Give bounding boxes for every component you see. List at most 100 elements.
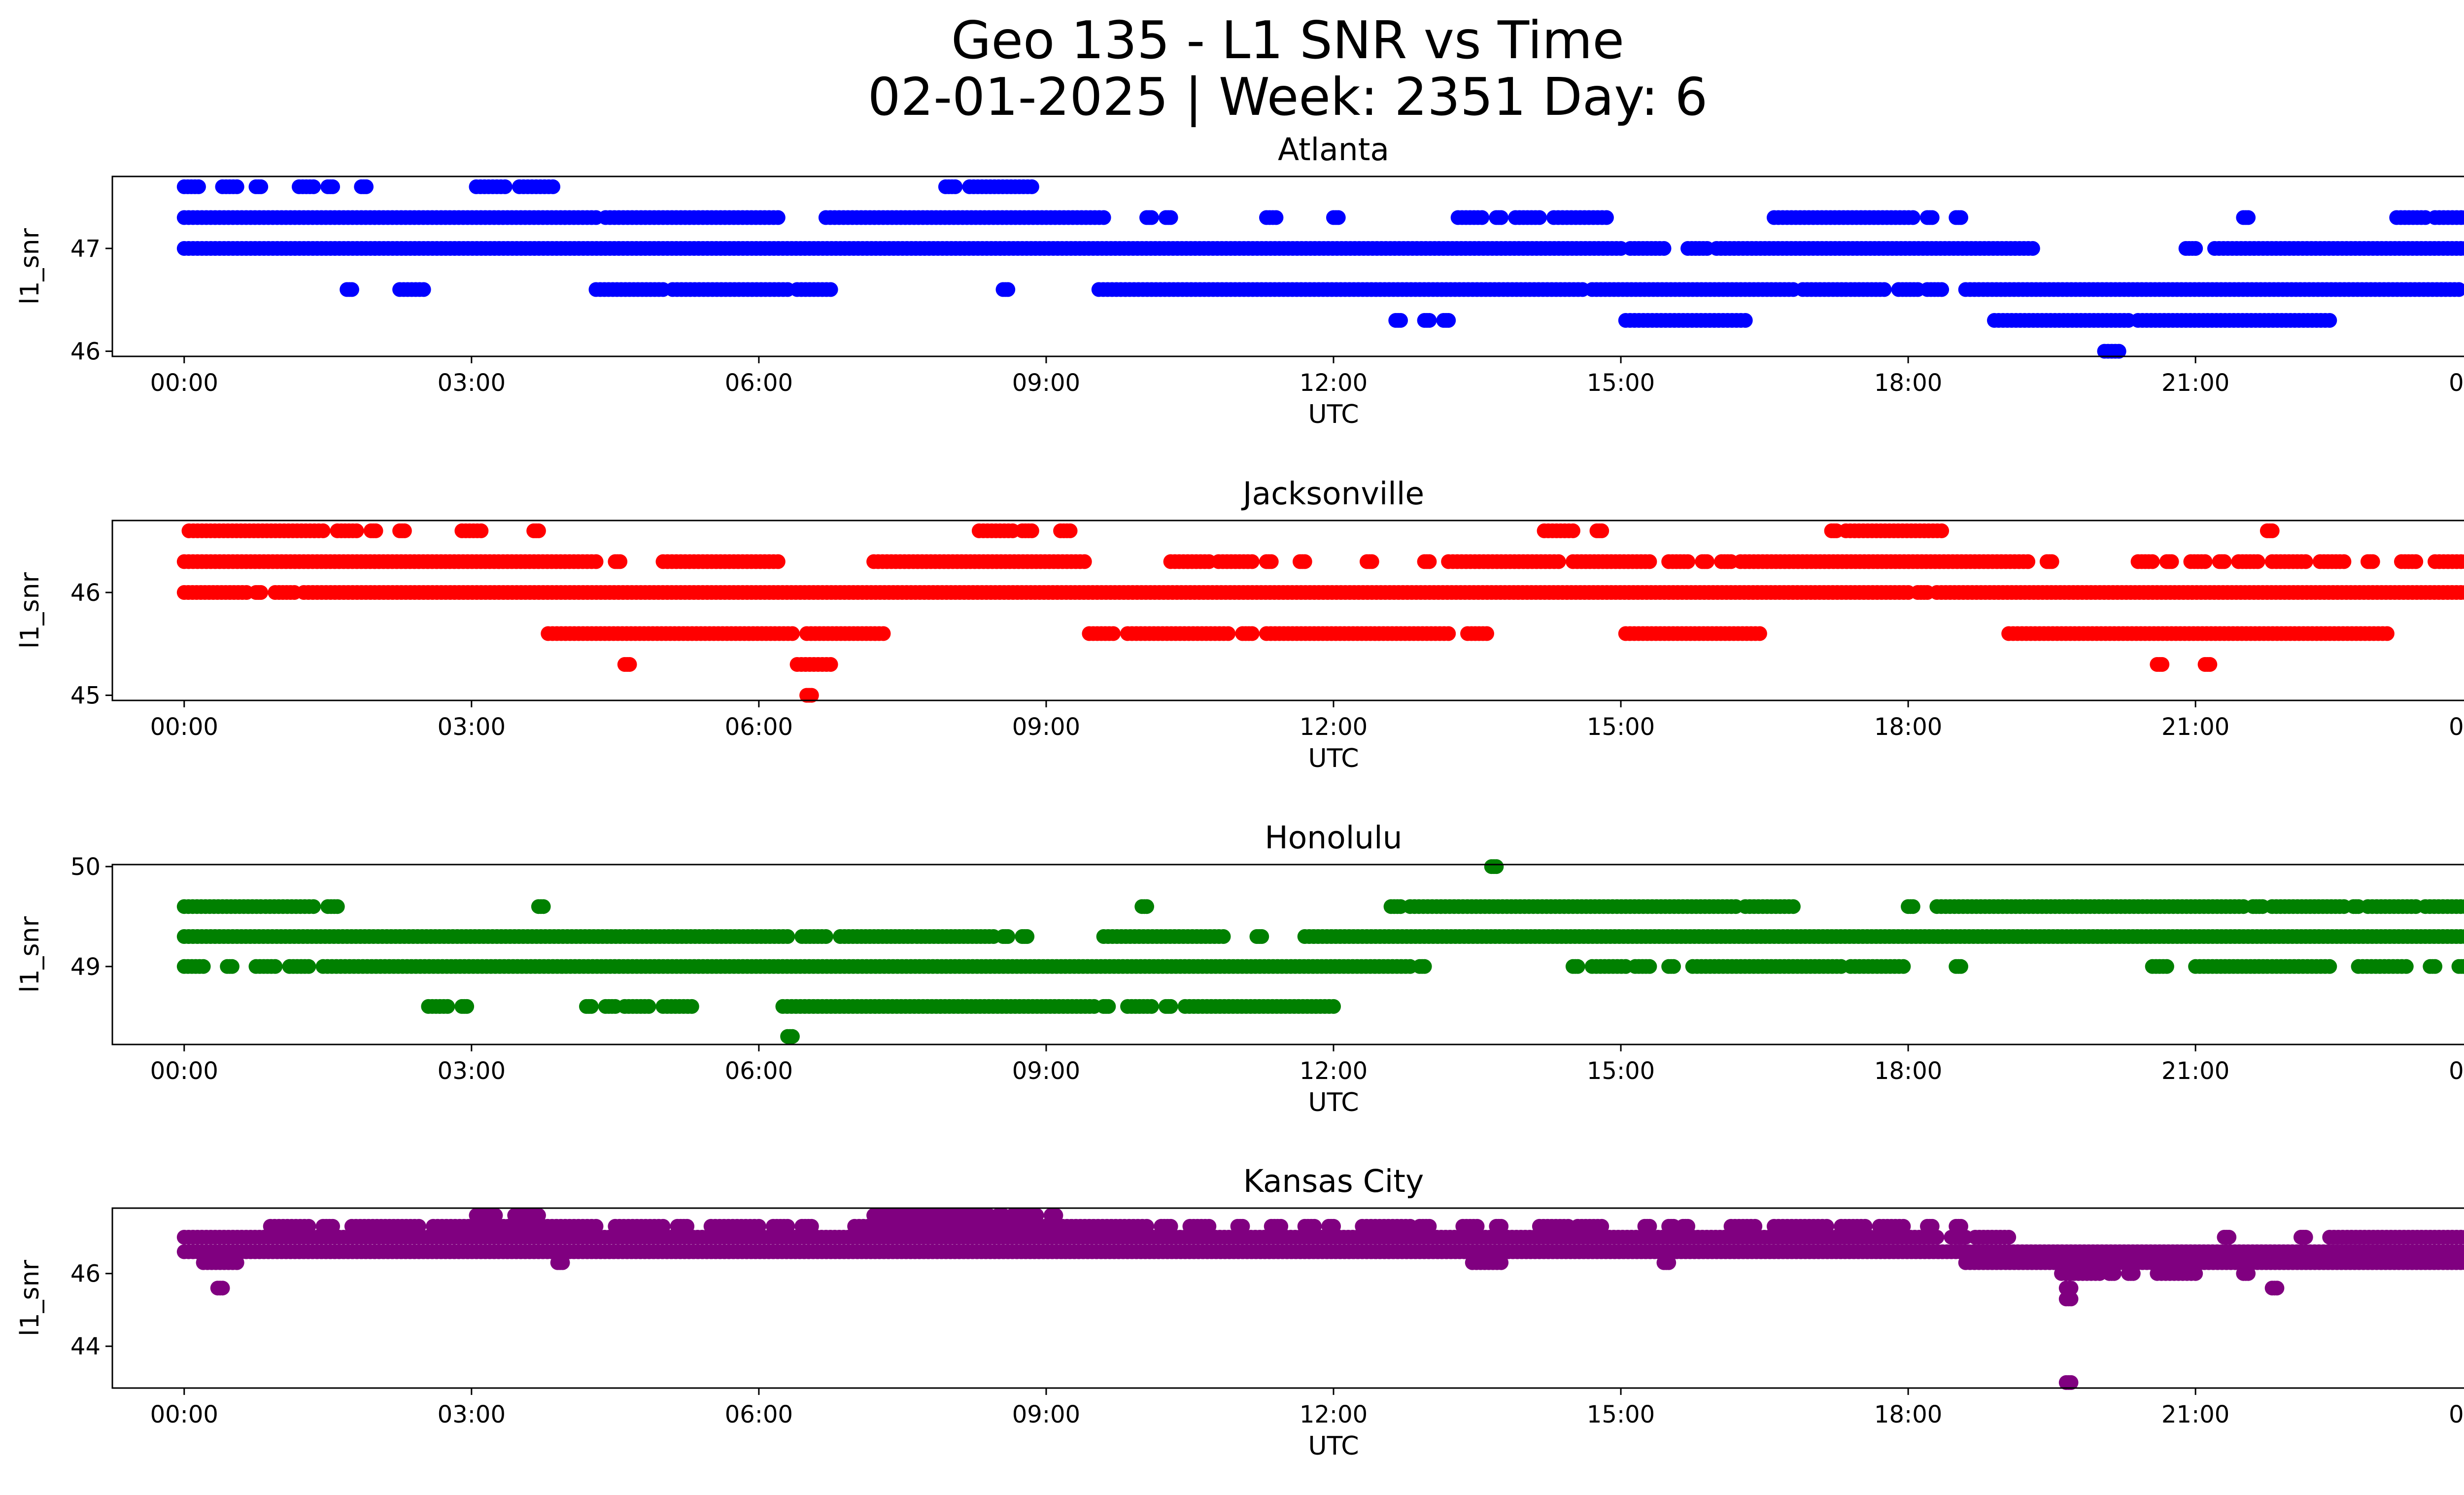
x-tick-label: 12:00 bbox=[1300, 369, 1368, 397]
data-point bbox=[1221, 626, 1236, 641]
x-tick-label: 03:00 bbox=[438, 713, 506, 741]
figure-title-line2: 02-01-2025 | Week: 2351 Day: 6 bbox=[867, 67, 1708, 127]
data-point bbox=[2250, 554, 2265, 569]
data-point bbox=[1264, 554, 1279, 569]
x-tick-label: 06:00 bbox=[725, 369, 793, 397]
data-point bbox=[2155, 657, 2170, 672]
data-point bbox=[2044, 554, 2059, 569]
data-point bbox=[1163, 210, 1178, 225]
data-point bbox=[613, 554, 628, 569]
data-point bbox=[268, 959, 283, 974]
data-point bbox=[474, 523, 489, 538]
data-point bbox=[531, 523, 546, 538]
y-tick-label: 47 bbox=[70, 235, 101, 263]
data-point bbox=[2217, 554, 2232, 569]
data-point bbox=[1565, 523, 1580, 538]
data-point bbox=[1417, 959, 1432, 974]
data-point bbox=[1642, 959, 1657, 974]
data-point bbox=[622, 657, 637, 672]
data-point bbox=[1144, 210, 1159, 225]
data-point bbox=[2298, 1230, 2313, 1245]
data-point bbox=[253, 179, 269, 194]
data-point bbox=[2298, 554, 2313, 569]
y-tick-label: 45 bbox=[70, 682, 101, 710]
x-tick-label: 00:00 bbox=[150, 1057, 218, 1085]
data-point bbox=[2336, 554, 2352, 569]
panel-kansas-city: 00:00 03:00 06:00 09:00 12:00 15:00 18:00 21:00… bbox=[15, 1207, 2464, 1461]
data-point bbox=[196, 959, 211, 974]
data-point bbox=[1101, 999, 1116, 1014]
data-point bbox=[1700, 554, 1714, 569]
y-axis-label: l1_snr bbox=[15, 916, 45, 993]
data-point bbox=[1331, 210, 1346, 225]
data-point bbox=[2398, 959, 2414, 974]
data-point bbox=[536, 899, 551, 914]
data-point bbox=[315, 523, 331, 538]
axes-frame bbox=[111, 864, 2464, 1045]
data-point bbox=[2164, 554, 2179, 569]
data-point bbox=[1570, 959, 1585, 974]
panel-title-atlanta: Atlanta bbox=[1277, 132, 1390, 168]
data-point bbox=[1096, 210, 1111, 225]
data-point bbox=[2462, 213, 2464, 222]
data-point bbox=[823, 282, 838, 297]
data-point bbox=[1479, 626, 1494, 641]
data-point bbox=[1020, 929, 1035, 944]
y-tick-label: 49 bbox=[70, 953, 101, 981]
data-point bbox=[1599, 210, 1614, 225]
data-point bbox=[1000, 929, 1016, 944]
data-point bbox=[2365, 554, 2380, 569]
data-points-honolulu bbox=[176, 859, 2464, 1044]
data-point bbox=[325, 179, 340, 194]
panel-honolulu: 00:00 03:00 06:00 09:00 12:00 15:00 18:00 21:00… bbox=[15, 853, 2464, 1117]
data-point bbox=[191, 179, 206, 194]
data-point bbox=[1752, 626, 1767, 641]
x-tick-label: 09:00 bbox=[1012, 713, 1080, 741]
data-point bbox=[1106, 626, 1121, 641]
data-point bbox=[1785, 899, 1801, 914]
data-point bbox=[440, 999, 455, 1014]
data-point bbox=[2188, 241, 2203, 256]
x-tick-label: 15:00 bbox=[1587, 1057, 1655, 1085]
data-point bbox=[2451, 282, 2464, 297]
x-tick-label: 09:00 bbox=[1012, 1057, 1080, 1085]
data-point bbox=[1905, 899, 1920, 914]
data-point bbox=[1441, 626, 1456, 641]
data-point bbox=[2458, 210, 2464, 225]
data-point bbox=[2379, 626, 2395, 641]
data-point bbox=[1489, 859, 1504, 874]
x-tick-label: 06:00 bbox=[725, 713, 793, 741]
data-point bbox=[876, 626, 891, 641]
data-point bbox=[1077, 554, 1092, 569]
data-point bbox=[1474, 210, 1490, 225]
x-axis-label: UTC bbox=[1308, 744, 1359, 773]
data-point bbox=[344, 282, 359, 297]
data-point bbox=[2462, 243, 2464, 253]
data-point bbox=[330, 899, 345, 914]
data-point bbox=[780, 929, 795, 944]
data-point bbox=[349, 523, 364, 538]
data-point bbox=[2202, 657, 2218, 672]
x-tick-label: 00:00 bbox=[2449, 369, 2464, 397]
panel-title-jacksonville: Jacksonville bbox=[1242, 476, 1425, 512]
data-point bbox=[1393, 313, 1408, 328]
data-point bbox=[2264, 523, 2280, 538]
axes-frame bbox=[111, 520, 2464, 701]
axes-frame bbox=[111, 175, 2464, 357]
data-point bbox=[1594, 523, 1609, 538]
panel-jacksonville: 00:00 03:00 06:00 09:00 12:00 15:00 18:00 21:00… bbox=[15, 520, 2464, 773]
data-point bbox=[785, 626, 800, 641]
data-point bbox=[1163, 999, 1178, 1014]
data-point bbox=[368, 523, 383, 538]
data-point bbox=[1680, 554, 1696, 569]
data-point bbox=[301, 959, 316, 974]
data-point bbox=[1254, 929, 1269, 944]
data-point bbox=[2111, 344, 2126, 359]
data-point bbox=[2001, 1230, 2017, 1245]
data-point bbox=[2197, 554, 2213, 569]
panel-atlanta: 00:00 03:00 06:00 09:00 12:00 15:00 18:00 21:00… bbox=[15, 175, 2464, 429]
y-tick-label: 46 bbox=[70, 338, 101, 366]
data-point bbox=[1953, 959, 1968, 974]
data-point bbox=[1364, 554, 1379, 569]
y-tick-label: 46 bbox=[70, 579, 101, 607]
